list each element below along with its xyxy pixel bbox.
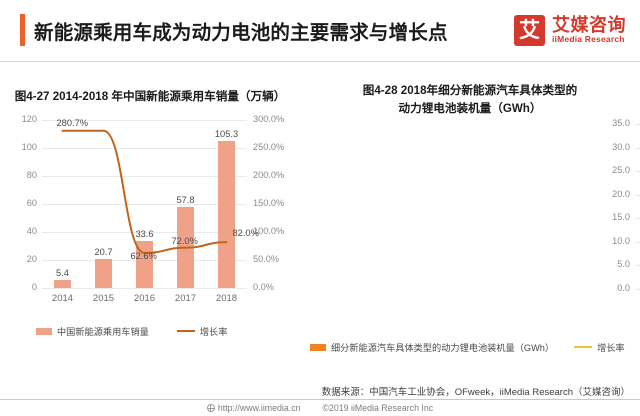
bar [95,259,112,288]
legend-swatch-line [176,329,195,333]
growth-rate-label: 72.0% [171,235,198,246]
y-axis-tick-right: 300.0% [253,114,285,124]
footer-copyright: ©2019 iiMedia Research Inc [322,403,434,413]
chart-left-legend: 中国新能源乘用车销量 增长率 [36,324,227,338]
gridline [635,241,640,243]
x-axis-tick: 2018 [215,293,238,304]
legend-label-bar: 中国新能源乘用车销量 [57,327,149,337]
y-axis-tick-right: 200.0% [253,170,285,180]
page-title: 新能源乘用车成为动力电池的主要需求与增长点 [34,22,448,44]
y-axis-tick-left: 100 [21,142,37,152]
bar-value-label: 105.3 [214,128,239,139]
y-axis-tick-left: 20 [26,254,37,264]
chart-right-plot-area: 0.05.010.015.020.025.030.035.0-100.0%-50… [612,118,640,293]
page-header: 新能源乘用车成为动力电池的主要需求与增长点 艾 艾媒咨询 iiMedia Res… [0,0,640,62]
y-axis-tick-right: 150.0% [253,198,285,208]
legend-label-line: 增长率 [597,343,625,353]
y-axis-tick-right: 50.0% [253,254,280,264]
gridline [42,204,247,205]
y-axis-tick-left: 5.0 [617,259,630,270]
bar [54,280,71,288]
gridline [635,218,640,220]
logo-name-cn: 艾媒咨询 [552,15,626,35]
y-axis-tick-left: 0.0 [617,283,630,293]
footer-bar: http://www.iimedia.cn ©2019 iiMedia Rese… [0,400,640,416]
y-axis-tick-left: 40 [26,226,37,236]
legend-swatch-bar [36,327,52,335]
y-axis-tick-left: 20.0 [612,188,630,199]
chart-right-title-line2: 动力锂电池装机量（GWh） [398,102,542,115]
gridline [635,171,640,173]
footer-url: http://www.iimedia.cn [217,403,301,413]
chart-left-title: 图4-27 2014-2018 年中国新能源乘用车销量（万辆） [14,90,286,103]
chart-left-plot-area: 0 20 40 60 80 100 120 0.0% 50.0% 100.0% 150.0% 200.… [22,114,285,303]
y-axis-tick-left: 25.0 [612,165,630,176]
y-axis-tick-left: 15.0 [612,212,630,223]
growth-rate-label: 62.6% [130,250,157,261]
growth-rate-label: 280.7% [56,117,89,128]
source-note: 数据来源：中国汽车工业协会，OFweek，iiMedia Research（艾媒… [321,387,630,398]
gridline [635,289,640,290]
gridline [635,194,640,196]
growth-rate-line [61,129,228,254]
y-axis-tick-right: 250.0% [253,142,285,152]
y-axis-tick-left: 80 [26,170,37,180]
chart-right-legend: 细分新能源汽车具体类型的动力锂电池装机量（GWh） 增长率 [310,340,625,354]
growth-rate-line [635,124,640,289]
title-accent-bar [20,14,25,46]
globe-icon [206,404,215,412]
brand-logo: 艾 艾媒咨询 iiMedia Research [514,15,626,46]
header-divider [0,61,640,62]
bar-value-label: 20.7 [94,247,113,258]
y-axis-tick-left: 10.0 [612,235,630,246]
gridline [42,120,247,121]
y-axis-tick-right: 0.0% [253,282,274,292]
footer-divider [0,399,640,400]
legend-label-line: 增长率 [199,327,228,337]
legend-swatch-line [574,345,593,349]
y-axis-tick-left: 60 [26,198,37,208]
x-axis-tick: 2016 [133,293,156,304]
y-axis-tick-left: 0 [31,282,37,292]
bar [218,140,235,288]
growth-rate-label: 82.0% [232,228,259,239]
gridline [42,148,247,149]
bar-value-label: 57.8 [176,195,195,206]
chart-right: 图4-28 2018年细分新能源汽车具体类型的 动力锂电池装机量（GWh） 0.… [300,62,640,353]
gridline [635,265,640,267]
gridline [42,232,247,233]
x-axis-tick: 2014 [51,293,74,304]
logo-name-en: iiMedia Research [552,34,625,44]
legend-swatch-bar [310,343,326,351]
chart-left: 图4-27 2014-2018 年中国新能源乘用车销量（万辆） 0 20 40 60 8… [0,62,300,347]
gridline [635,124,640,125]
x-axis-tick: 2017 [174,293,197,304]
logo-mark-icon: 艾 [514,15,545,46]
x-axis-tick: 2015 [92,293,115,304]
chart-right-title-line1: 图4-28 2018年细分新能源汽车具体类型的 [362,84,578,97]
bar-value-label: 33.6 [135,228,154,239]
y-axis-tick-left: 120 [21,114,37,124]
footer-url-item[interactable]: http://www.iimedia.cn [206,403,301,413]
y-axis-tick-left: 35.0 [612,118,630,128]
bar-value-label: 5.4 [56,268,69,279]
y-axis-tick-left: 30.0 [612,141,630,152]
legend-label-bar: 细分新能源汽车具体类型的动力锂电池装机量（GWh） [331,343,555,353]
y-axis-tick-right: 100.0% [253,226,285,236]
gridline [635,147,640,149]
gridline [42,288,247,289]
gridline [42,176,247,177]
